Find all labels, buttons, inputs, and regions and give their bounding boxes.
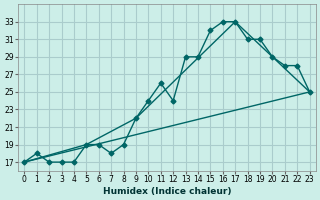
X-axis label: Humidex (Indice chaleur): Humidex (Indice chaleur) xyxy=(103,187,231,196)
